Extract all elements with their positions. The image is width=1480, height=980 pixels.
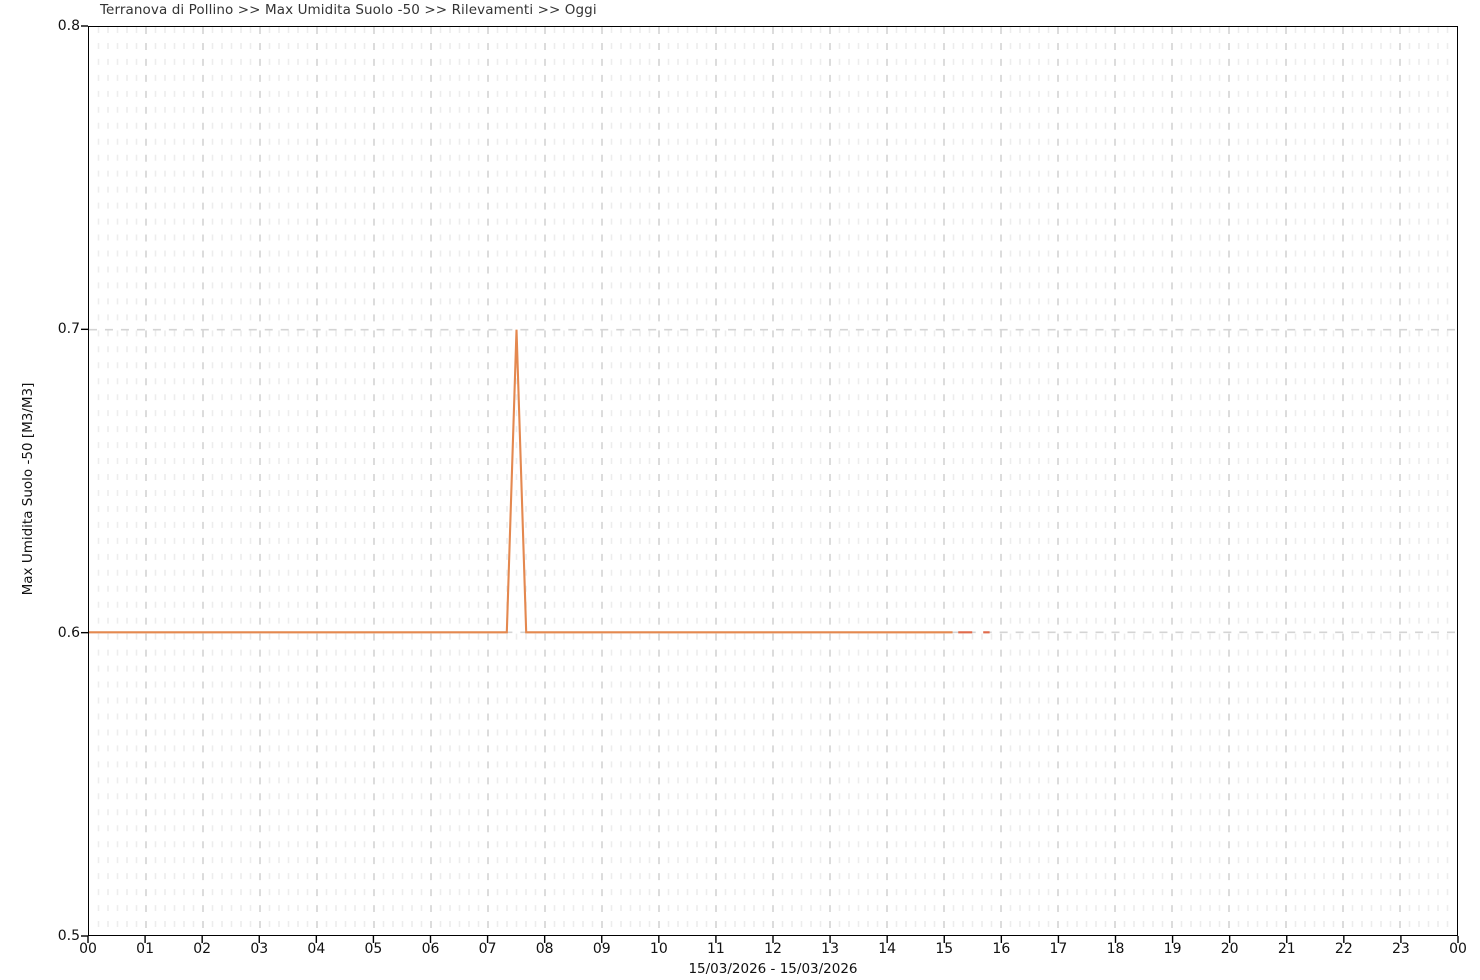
y-tick-label: 0.6 xyxy=(57,624,80,641)
x-tick-label: 04 xyxy=(307,941,326,957)
x-tick-label: 15 xyxy=(935,941,954,957)
y-axis-tick-labels: 0.5 0.6 0.7 0.8 xyxy=(0,0,88,980)
chart-title: Terranova di Pollino >> Max Umidita Suol… xyxy=(100,2,597,18)
plot-area xyxy=(88,26,1458,936)
x-tick-label: 22 xyxy=(1334,941,1353,957)
x-tick-label: 17 xyxy=(1049,941,1068,957)
x-tick-label: 20 xyxy=(1220,941,1239,957)
x-tick-label: 07 xyxy=(478,941,497,957)
x-tick-label: 08 xyxy=(535,941,554,957)
x-tick-label: 00 xyxy=(1449,941,1467,957)
y-tick-label: 0.5 xyxy=(57,928,80,944)
x-tick-label: 02 xyxy=(193,941,212,957)
x-tick-label: 23 xyxy=(1391,941,1410,957)
x-tick-label: 11 xyxy=(706,941,725,957)
x-tick-label: 13 xyxy=(821,941,839,957)
x-tick-label: 06 xyxy=(421,941,440,957)
x-tick-label: 09 xyxy=(592,941,611,957)
x-tick-label: 19 xyxy=(1163,941,1182,957)
y-axis-title: Max Umidita Suolo -50 [M3/M3] xyxy=(20,382,36,596)
y-tick-label: 0.7 xyxy=(57,321,80,338)
x-tick-label: 03 xyxy=(250,941,269,957)
x-tick-label: 16 xyxy=(992,941,1011,957)
x-tick-label: 12 xyxy=(764,941,782,957)
x-tick-label: 10 xyxy=(649,941,668,957)
x-tick-label: 05 xyxy=(364,941,383,957)
x-tick-label: 14 xyxy=(878,941,897,957)
x-tick-label: 18 xyxy=(1106,941,1125,957)
y-tick-label: 0.8 xyxy=(57,18,80,34)
data-series xyxy=(89,329,990,634)
x-tick-label: 01 xyxy=(136,941,154,957)
gridlines xyxy=(89,27,1457,935)
x-tick-label: 21 xyxy=(1277,941,1296,957)
x-tick-label: 00 xyxy=(79,941,97,957)
